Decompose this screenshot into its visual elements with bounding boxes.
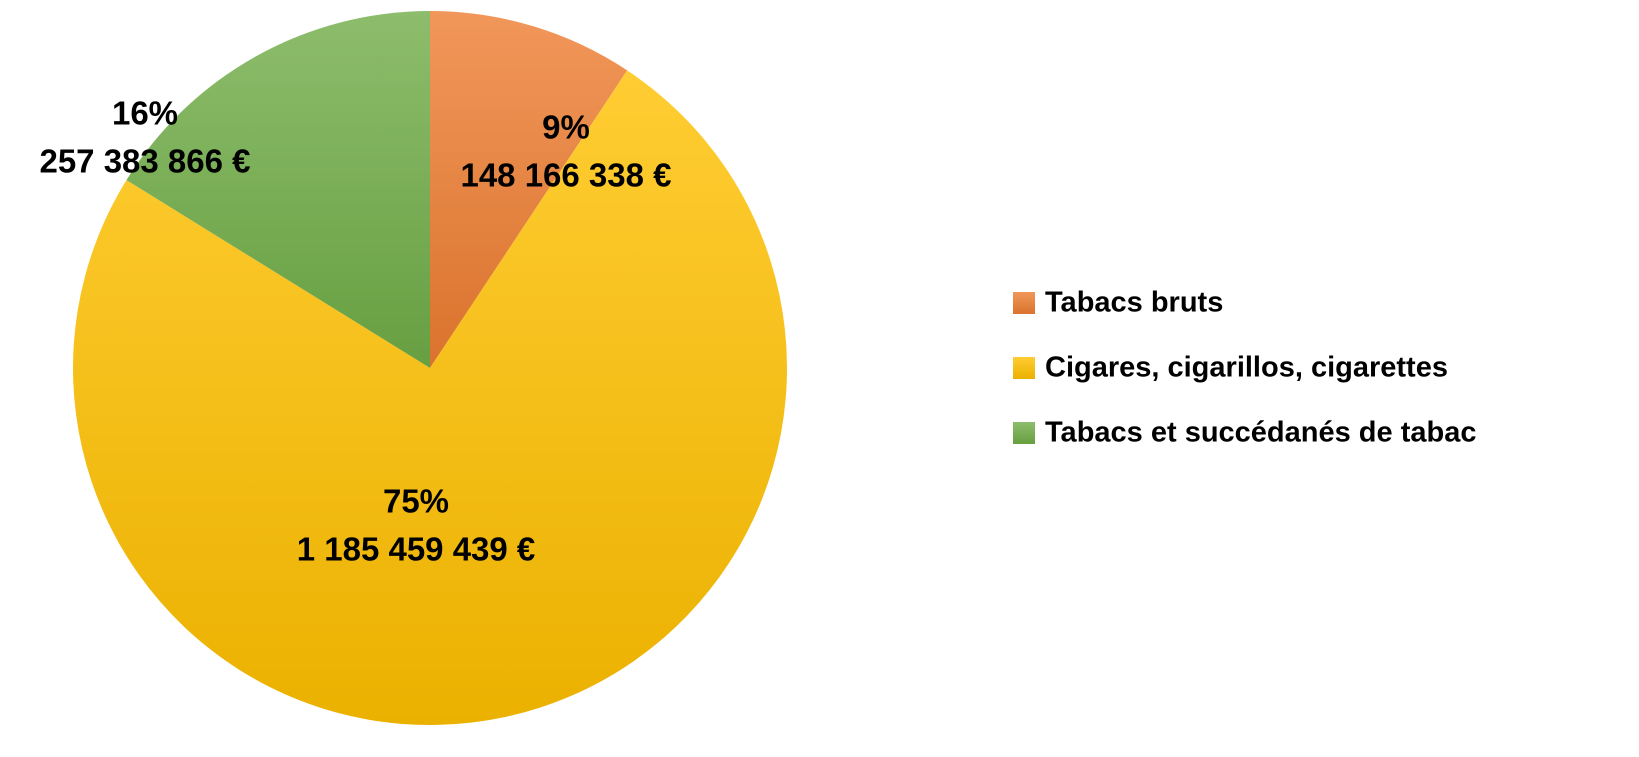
percent-label: 16% (112, 95, 178, 132)
legend-swatch (1013, 292, 1035, 314)
pie-slice (126, 10, 430, 368)
value-label: 148 166 338 € (460, 157, 671, 194)
percent-label: 75% (383, 483, 449, 520)
percent-label: 9% (542, 109, 590, 146)
value-label: 257 383 866 € (39, 143, 250, 180)
legend-swatch (1013, 422, 1035, 444)
legend-label: Tabacs et succédanés de tabac (1045, 417, 1476, 449)
legend-label: Tabacs bruts (1045, 287, 1223, 319)
legend-swatch (1013, 357, 1035, 379)
pie-slice (430, 11, 628, 368)
legend-label: Cigares, cigarillos, cigarettes (1045, 352, 1448, 384)
pie-slice (73, 70, 788, 726)
value-label: 1 185 459 439 € (297, 531, 536, 568)
